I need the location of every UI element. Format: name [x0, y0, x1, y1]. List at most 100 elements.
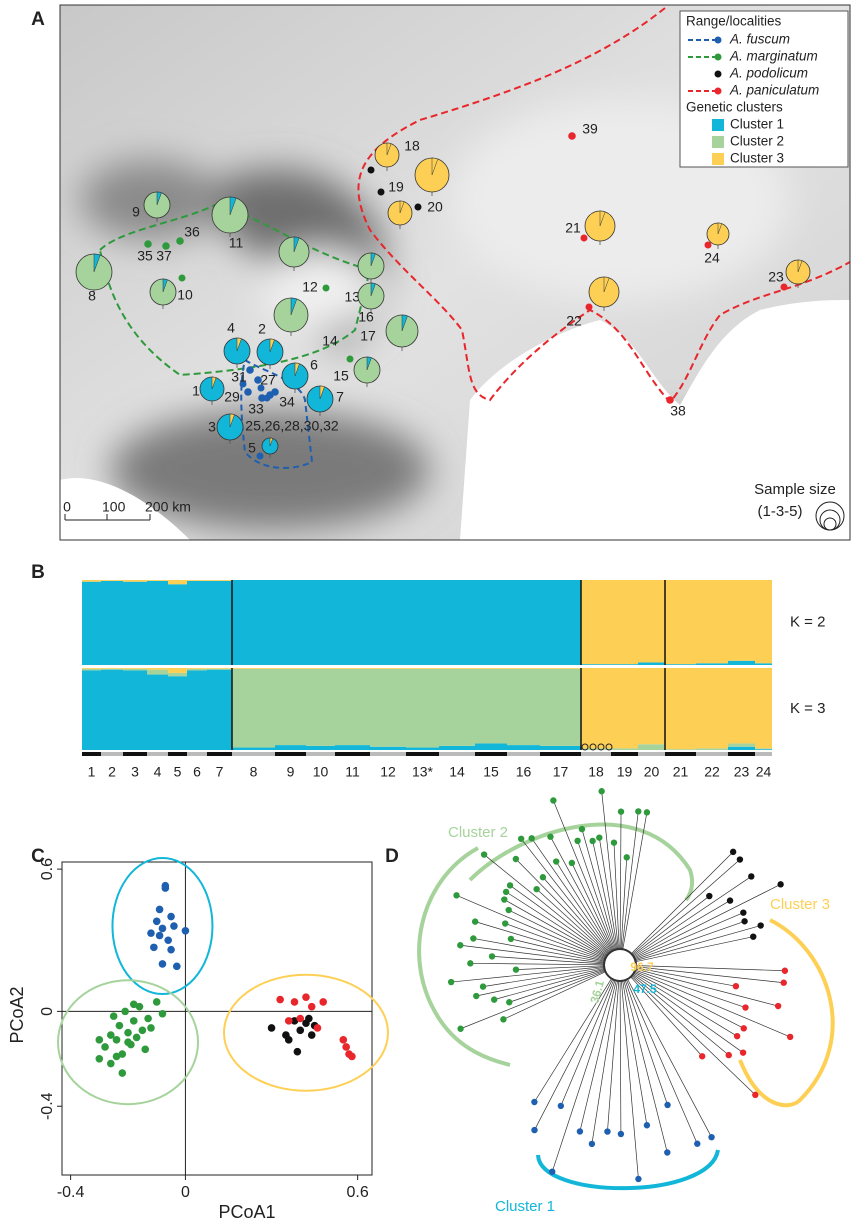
tip — [786, 1033, 794, 1041]
branch — [551, 979, 616, 1172]
plot-frame — [61, 861, 373, 1176]
branch — [631, 859, 741, 956]
population-label: 2 — [108, 764, 116, 780]
bar-segment — [696, 748, 728, 750]
tip — [740, 909, 747, 916]
branch — [451, 966, 606, 983]
bar-segment — [638, 662, 665, 665]
bar-segment — [475, 743, 507, 750]
point — [115, 1021, 124, 1030]
legend-dot — [714, 87, 722, 95]
locality-label: 8 — [88, 288, 96, 304]
tip — [777, 881, 784, 888]
pie-slice — [370, 282, 376, 297]
bar-segment — [187, 580, 207, 665]
legend-swatch — [712, 136, 724, 148]
pie-slice — [269, 338, 275, 353]
bar-segment — [306, 668, 335, 669]
bar-segment — [475, 580, 507, 665]
legend-entry: A. fuscum — [729, 32, 790, 47]
population-bar — [335, 752, 370, 756]
bar-segment — [370, 668, 406, 669]
branch — [634, 966, 784, 984]
mountains — [110, 410, 430, 530]
cluster-arc — [738, 918, 835, 1108]
legend-entry: Cluster 2 — [730, 134, 784, 149]
locality-label: 25,26,28,30,32 — [245, 418, 339, 434]
locality-dot — [176, 237, 184, 245]
bar-segment — [187, 580, 207, 581]
locality-dot — [271, 388, 279, 396]
sea — [60, 478, 190, 540]
bar-segment — [207, 668, 232, 670]
locality-dot — [239, 380, 247, 388]
branch — [592, 840, 618, 951]
bar-segment — [101, 668, 123, 669]
tip — [506, 999, 513, 1006]
branch — [553, 800, 615, 952]
bar-segment — [82, 668, 101, 669]
population-bar — [439, 752, 475, 756]
point — [173, 962, 181, 971]
point — [106, 1059, 115, 1068]
locality-label: 24 — [704, 250, 720, 266]
tip — [617, 1130, 625, 1138]
bar-segment — [540, 745, 581, 750]
bar-segment — [439, 580, 475, 665]
hub — [603, 948, 637, 982]
tip — [742, 1004, 749, 1011]
bar-segment — [755, 749, 772, 750]
branch — [633, 971, 744, 1029]
pie-slice — [162, 278, 168, 293]
bar-segment — [439, 668, 475, 669]
locality-label: 11 — [229, 235, 244, 251]
bar-segment — [581, 748, 611, 750]
population-label: 1 — [88, 764, 96, 780]
bar-segment — [475, 668, 507, 669]
pie-slice — [156, 191, 162, 206]
bar-segment — [306, 668, 335, 746]
bar-segment — [207, 580, 232, 581]
population-label: 3 — [131, 764, 139, 780]
population-label: 20 — [644, 764, 660, 780]
point — [101, 1043, 109, 1051]
population-label: 22 — [704, 764, 720, 780]
tip — [457, 942, 464, 949]
tip — [552, 858, 560, 865]
point — [307, 1031, 316, 1039]
bar-segment — [168, 584, 187, 665]
bar-segment — [168, 668, 187, 673]
locality-label: 15 — [333, 368, 349, 384]
branch — [591, 979, 619, 1144]
tip — [694, 1140, 701, 1147]
branch — [555, 861, 613, 953]
point — [319, 998, 328, 1006]
branch — [623, 979, 668, 1153]
bar-segment — [611, 748, 638, 750]
tip — [557, 1102, 565, 1110]
bar-segment — [406, 668, 439, 669]
branch — [492, 956, 606, 965]
tip — [588, 1140, 596, 1148]
locality-label: 10 — [177, 287, 193, 303]
population-label: 11 — [345, 764, 360, 780]
bar-segment — [232, 580, 275, 665]
bar-segment — [82, 668, 101, 671]
locality-label: 35 — [137, 248, 153, 264]
tip — [576, 1128, 584, 1135]
point — [147, 1024, 155, 1032]
legend-title: Range/localities — [686, 14, 782, 29]
locality-label: 21 — [565, 220, 581, 236]
bar-segment — [507, 668, 540, 746]
bar-segment — [207, 669, 232, 750]
bar-segment — [439, 668, 475, 746]
bar-segment — [507, 668, 540, 669]
point — [170, 922, 178, 930]
point — [305, 1014, 313, 1023]
branch — [536, 888, 610, 956]
branch — [634, 920, 745, 961]
k-label: K = 3 — [790, 700, 825, 717]
point — [118, 1069, 127, 1077]
bar-segment — [275, 668, 306, 669]
